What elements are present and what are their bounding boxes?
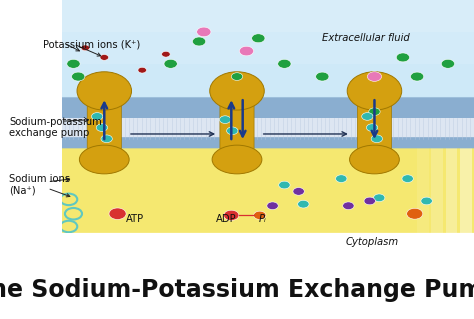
Bar	[47, 0, 474, 32]
Ellipse shape	[267, 202, 278, 210]
FancyBboxPatch shape	[47, 112, 474, 233]
Ellipse shape	[441, 59, 455, 68]
Text: Pᵢ: Pᵢ	[258, 213, 266, 224]
Bar	[47, 64, 474, 96]
Ellipse shape	[219, 116, 231, 123]
Ellipse shape	[316, 72, 329, 81]
Ellipse shape	[67, 59, 80, 68]
Text: Extracellular fluid: Extracellular fluid	[322, 33, 410, 43]
Ellipse shape	[192, 37, 206, 46]
Ellipse shape	[227, 127, 238, 135]
Ellipse shape	[369, 108, 380, 115]
Ellipse shape	[231, 73, 243, 80]
Ellipse shape	[138, 67, 146, 73]
Bar	[0, 233, 474, 319]
FancyBboxPatch shape	[220, 85, 254, 151]
Ellipse shape	[293, 188, 304, 195]
Ellipse shape	[72, 72, 85, 81]
FancyBboxPatch shape	[357, 85, 392, 151]
Ellipse shape	[374, 194, 385, 202]
Ellipse shape	[109, 208, 126, 219]
Ellipse shape	[96, 124, 108, 131]
Ellipse shape	[101, 135, 112, 143]
Ellipse shape	[254, 211, 266, 219]
Ellipse shape	[396, 53, 410, 62]
Ellipse shape	[164, 59, 177, 68]
Ellipse shape	[100, 55, 109, 60]
Text: The Sodium-Potassium Exchange Pump: The Sodium-Potassium Exchange Pump	[0, 278, 474, 301]
Bar	[0, 0, 62, 233]
Ellipse shape	[224, 210, 239, 220]
Bar	[460, 112, 472, 233]
Text: Sodium-potassium
exchange pump: Sodium-potassium exchange pump	[9, 117, 102, 138]
Ellipse shape	[421, 197, 432, 205]
Bar	[403, 112, 415, 233]
Ellipse shape	[81, 45, 90, 51]
Ellipse shape	[80, 145, 129, 174]
Ellipse shape	[350, 145, 399, 174]
Ellipse shape	[210, 72, 264, 110]
Text: Cytoplasm: Cytoplasm	[346, 237, 399, 248]
Ellipse shape	[362, 113, 373, 120]
FancyBboxPatch shape	[47, 0, 474, 128]
Ellipse shape	[336, 175, 347, 182]
Bar	[47, 32, 474, 64]
Ellipse shape	[77, 72, 131, 110]
Ellipse shape	[407, 208, 423, 219]
Ellipse shape	[402, 175, 413, 182]
Ellipse shape	[364, 197, 375, 205]
Ellipse shape	[91, 113, 103, 120]
Ellipse shape	[239, 46, 254, 56]
Ellipse shape	[212, 145, 262, 174]
Ellipse shape	[343, 202, 354, 210]
FancyBboxPatch shape	[87, 85, 121, 151]
Ellipse shape	[278, 59, 291, 68]
Ellipse shape	[279, 181, 290, 189]
Bar	[47, 118, 474, 139]
Bar	[446, 112, 457, 233]
Ellipse shape	[252, 34, 265, 43]
Text: Potassium ions (K⁺): Potassium ions (K⁺)	[43, 40, 140, 50]
Text: Sodium ions
(Na⁺): Sodium ions (Na⁺)	[9, 174, 71, 196]
Ellipse shape	[197, 27, 211, 37]
Bar	[417, 112, 429, 233]
Bar	[431, 112, 443, 233]
Ellipse shape	[366, 124, 378, 131]
Ellipse shape	[347, 72, 402, 110]
Text: ADP: ADP	[216, 213, 237, 224]
FancyBboxPatch shape	[47, 97, 474, 120]
FancyBboxPatch shape	[47, 137, 474, 148]
Text: ATP: ATP	[126, 213, 144, 224]
Ellipse shape	[162, 51, 170, 57]
Ellipse shape	[298, 200, 309, 208]
Ellipse shape	[367, 72, 382, 81]
Ellipse shape	[410, 72, 424, 81]
Ellipse shape	[371, 135, 383, 143]
